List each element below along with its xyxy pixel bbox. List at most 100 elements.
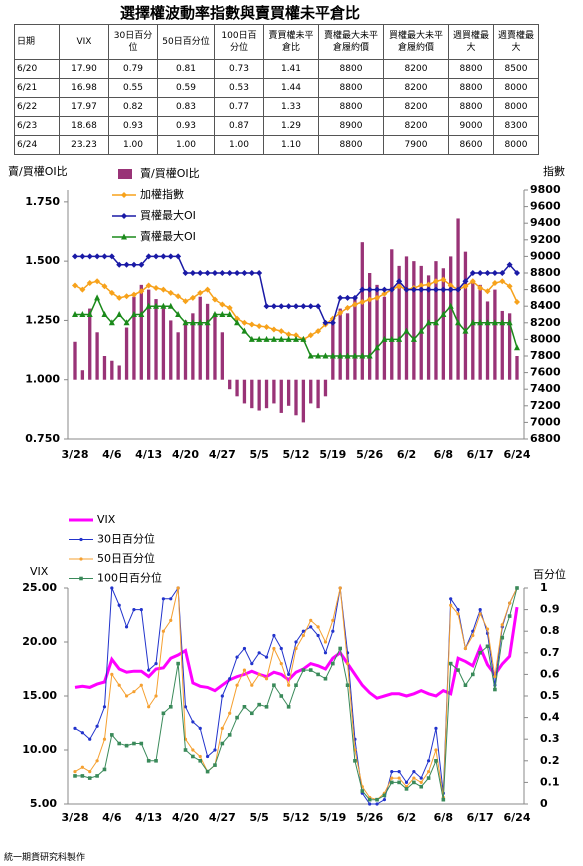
table-row: 6/20 17.90 0.79 0.81 0.73 1.41 8800 8200 8800 850…: [14, 59, 539, 79]
x-tick-label: 4/20: [172, 448, 199, 461]
marker: [86, 279, 93, 286]
marker: [182, 298, 189, 305]
marker: [432, 286, 439, 293]
marker: [294, 640, 298, 644]
marker: [116, 311, 123, 317]
y2-tick-label: 7400: [530, 382, 561, 395]
y-tick-label: 1.000: [25, 373, 60, 386]
marker: [191, 754, 195, 759]
page-title: 選擇權波動率指數與賣買權未平倉比: [119, 4, 360, 22]
marker: [463, 683, 468, 687]
marker: [198, 754, 202, 759]
marker: [469, 319, 476, 326]
marker: [294, 646, 298, 651]
marker: [463, 646, 468, 651]
marker: [278, 335, 285, 342]
marker: [329, 352, 336, 359]
marker: [367, 797, 372, 802]
x-tick-label: 6/2: [397, 448, 416, 461]
marker: [491, 279, 498, 286]
marker: [344, 304, 351, 311]
marker: [263, 303, 270, 310]
y-axis-title: VIX: [30, 565, 49, 578]
marker: [211, 311, 218, 317]
marker: [285, 335, 292, 342]
marker: [425, 319, 432, 326]
table-cell: 1.10: [263, 135, 319, 155]
marker: [102, 737, 107, 741]
marker: [286, 705, 291, 709]
marker: [507, 614, 512, 618]
marker: [132, 741, 136, 746]
marker: [456, 668, 460, 672]
marker: [477, 319, 484, 326]
marker: [338, 586, 342, 590]
marker: [506, 261, 513, 268]
marker: [404, 787, 409, 791]
marker: [110, 672, 114, 677]
marker: [337, 309, 344, 316]
marker: [102, 705, 107, 709]
marker: [220, 694, 224, 698]
y2-tick-label: 0.5: [540, 689, 560, 702]
marker: [183, 705, 188, 709]
y2-tick-label: 0.2: [540, 754, 560, 767]
marker: [410, 335, 417, 342]
y2-tick-label: 9800: [530, 183, 561, 196]
marker: [508, 601, 512, 605]
marker: [307, 303, 314, 310]
marker: [410, 286, 417, 293]
marker: [514, 270, 520, 276]
marker: [86, 253, 93, 260]
bar: [191, 313, 195, 380]
marker: [514, 299, 520, 306]
marker: [287, 672, 291, 677]
marker: [228, 677, 232, 681]
marker: [197, 270, 204, 276]
marker: [87, 776, 92, 780]
marker: [183, 748, 188, 752]
marker: [331, 661, 335, 666]
bar: [507, 313, 512, 380]
marker: [272, 683, 276, 687]
marker: [248, 321, 255, 328]
legend-label: 50日百分位: [97, 551, 155, 565]
marker: [198, 759, 203, 763]
marker: [130, 291, 137, 298]
marker: [241, 270, 248, 276]
marker: [189, 294, 196, 301]
marker: [278, 328, 285, 335]
marker: [132, 608, 136, 612]
legend-label: 賣權最大OI: [140, 229, 196, 243]
bar: [272, 379, 276, 404]
marker: [315, 303, 322, 310]
x-tick-label: 3/28: [62, 448, 89, 461]
marker: [211, 296, 218, 303]
y2-tick-label: 0.3: [540, 732, 560, 745]
bar: [73, 341, 77, 380]
marker: [121, 233, 127, 240]
marker: [455, 286, 462, 293]
marker: [381, 335, 388, 342]
marker: [403, 286, 410, 293]
marker: [95, 759, 99, 763]
marker: [213, 748, 217, 752]
marker: [455, 319, 462, 326]
marker: [154, 694, 158, 698]
bar: [117, 365, 121, 380]
marker: [462, 283, 469, 290]
y-tick-label: 0.750: [25, 432, 60, 445]
marker: [226, 304, 233, 311]
bar: [228, 379, 232, 390]
marker: [80, 774, 85, 778]
marker: [191, 720, 195, 724]
bar: [250, 379, 254, 409]
marker: [117, 741, 121, 746]
y2-tick-label: 7200: [530, 399, 561, 412]
marker: [117, 683, 121, 687]
marker: [124, 625, 129, 629]
marker: [182, 319, 189, 326]
bar: [124, 327, 129, 380]
marker: [307, 352, 314, 359]
